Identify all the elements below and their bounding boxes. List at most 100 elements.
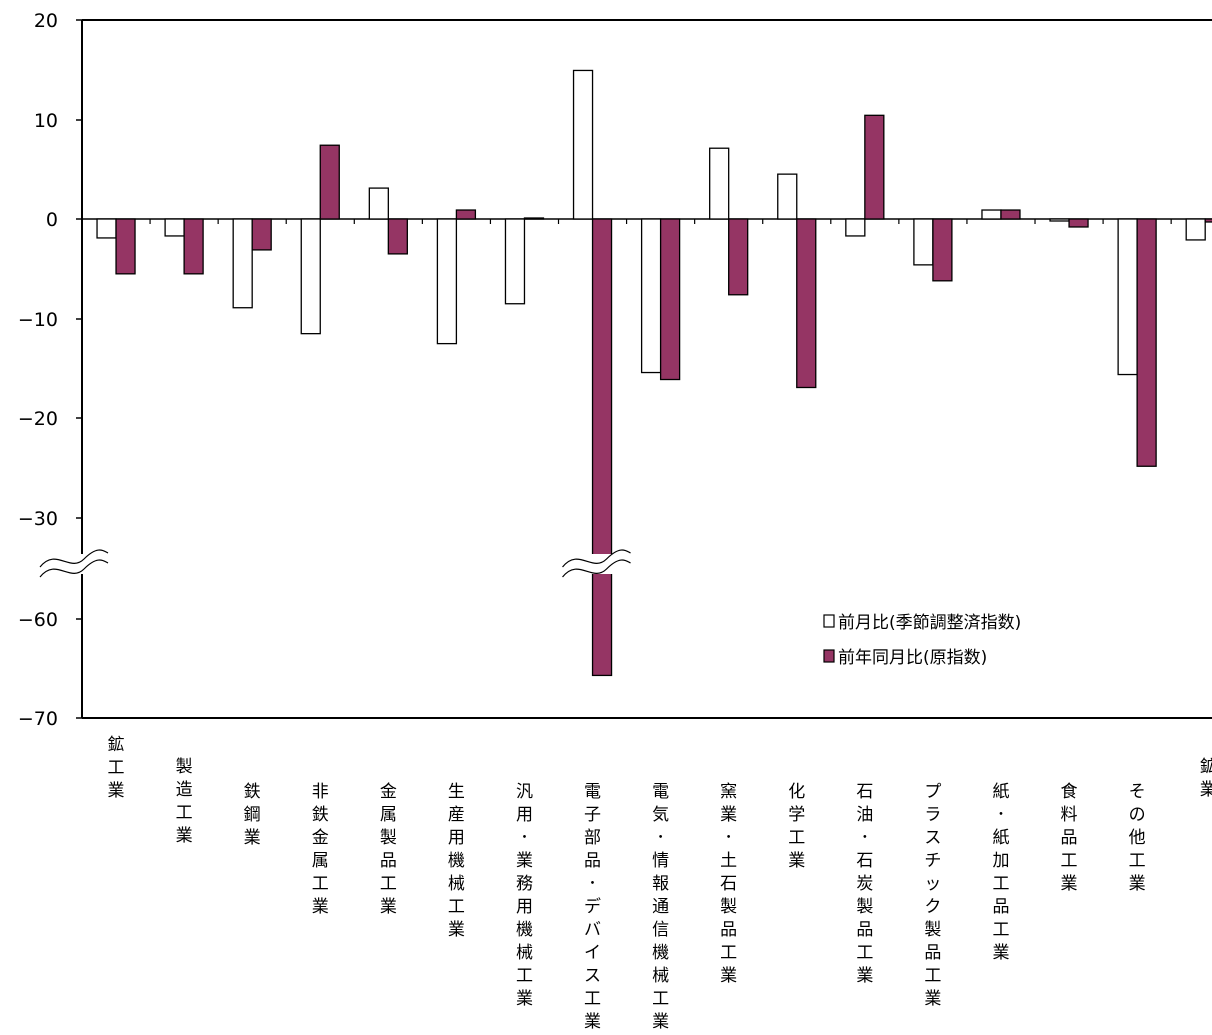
bar-yoy-2 [183, 218, 204, 275]
bar-mom-1 [96, 218, 117, 239]
svg-text:機: 機 [652, 943, 669, 963]
svg-text:他: 他 [1129, 828, 1146, 848]
svg-text:ス: ス [584, 966, 601, 986]
svg-text:品: 品 [856, 920, 873, 940]
svg-text:業: 業 [516, 989, 533, 1009]
svg-text:学: 学 [788, 805, 805, 825]
svg-text:プ: プ [924, 782, 941, 802]
svg-text:･: ･ [724, 828, 733, 848]
bar-yoy-8 [591, 218, 613, 677]
bar-yoy-13 [932, 218, 953, 282]
svg-text:鉄: 鉄 [244, 782, 261, 802]
svg-text:の: の [1129, 805, 1146, 825]
bar-mom-17 [1185, 218, 1206, 241]
svg-text:用: 用 [448, 828, 465, 848]
svg-text:イ: イ [584, 943, 601, 963]
svg-text:製: 製 [924, 920, 941, 940]
svg-text:紙: 紙 [992, 828, 1009, 848]
y-tick-label: −60 [18, 609, 58, 631]
bar-yoy-7 [523, 217, 545, 220]
svg-text:鉱: 鉱 [108, 735, 125, 755]
category-labels: 鉱工業製造工業鉄鋼業非鉄金属工業金属製品工業生産用機械工業汎用･業務用機械工業電… [108, 735, 1212, 1032]
y-tick-label: 10 [34, 110, 58, 132]
svg-text:業: 業 [652, 1012, 669, 1032]
svg-text:情: 情 [652, 851, 669, 871]
svg-text:料: 料 [1061, 805, 1078, 825]
svg-text:バ: バ [584, 920, 601, 940]
svg-text:通: 通 [652, 897, 669, 917]
svg-text:製: 製 [856, 897, 873, 917]
svg-text:工: 工 [720, 943, 737, 963]
svg-text:工: 工 [584, 989, 601, 1009]
svg-text:工: 工 [924, 966, 941, 986]
svg-text:品: 品 [720, 920, 737, 940]
bar-mom-6 [436, 218, 458, 345]
bar-mom-15 [1049, 218, 1070, 222]
svg-text:金: 金 [312, 828, 329, 848]
svg-text:用: 用 [516, 897, 533, 917]
category-label-17: 鉱業 [1200, 757, 1212, 800]
legend-swatch-2 [823, 649, 835, 663]
svg-text:電: 電 [652, 782, 669, 802]
bar-yoy-17 [1204, 218, 1212, 223]
svg-text:務: 務 [516, 874, 533, 894]
svg-text:業: 業 [788, 851, 805, 871]
svg-text:デ: デ [584, 896, 601, 917]
svg-text:用: 用 [516, 805, 533, 825]
svg-text:業: 業 [1061, 874, 1078, 894]
svg-text:業: 業 [244, 828, 261, 848]
svg-text:品: 品 [380, 851, 397, 871]
svg-text:工: 工 [856, 943, 873, 963]
bar-yoy-3 [251, 218, 272, 251]
svg-text:石: 石 [720, 874, 737, 894]
svg-text:業: 業 [1200, 780, 1212, 800]
svg-text:工: 工 [108, 758, 125, 778]
y-tick-label: 0 [46, 209, 58, 231]
bar-yoy-1 [115, 218, 136, 275]
svg-text:ラ: ラ [924, 805, 941, 825]
y-axis-break-mark [39, 549, 109, 578]
svg-text:化: 化 [788, 782, 805, 802]
bar-mom-8 [572, 69, 594, 220]
svg-text:械: 械 [516, 943, 533, 963]
bar-yoy-12 [864, 114, 885, 220]
svg-text:ク: ク [924, 897, 941, 917]
svg-text:業: 業 [924, 989, 941, 1009]
svg-text:加: 加 [992, 851, 1009, 871]
svg-text:工: 工 [992, 920, 1009, 940]
svg-text:製: 製 [176, 757, 193, 777]
bar-mom-16 [1117, 218, 1138, 376]
bar-yoy-15 [1068, 218, 1089, 228]
svg-text:品: 品 [992, 897, 1009, 917]
svg-text:窯: 窯 [720, 782, 737, 802]
axis-break-marks [39, 549, 631, 578]
svg-text:･: ･ [656, 828, 665, 848]
y-tick-labels: 20 10 0 −10 −20 −30 −60 −70 [18, 10, 58, 730]
svg-text:品: 品 [924, 943, 941, 963]
svg-text:品: 品 [584, 851, 601, 871]
svg-text:･: ･ [588, 874, 597, 894]
svg-text:工: 工 [1129, 851, 1146, 871]
svg-text:信: 信 [652, 920, 669, 940]
svg-text:鋼: 鋼 [244, 805, 261, 825]
svg-text:業: 業 [108, 781, 125, 801]
svg-text:工: 工 [380, 874, 397, 894]
svg-text:ス: ス [924, 828, 941, 848]
bar-mom-2 [164, 218, 185, 237]
svg-text:工: 工 [516, 966, 533, 986]
svg-text:属: 属 [380, 805, 397, 825]
bar-mom-11 [777, 173, 798, 220]
svg-text:汎: 汎 [516, 782, 533, 802]
svg-text:産: 産 [448, 805, 465, 825]
legend-label-1: 前月比(季節調整済指数) [838, 613, 1021, 633]
